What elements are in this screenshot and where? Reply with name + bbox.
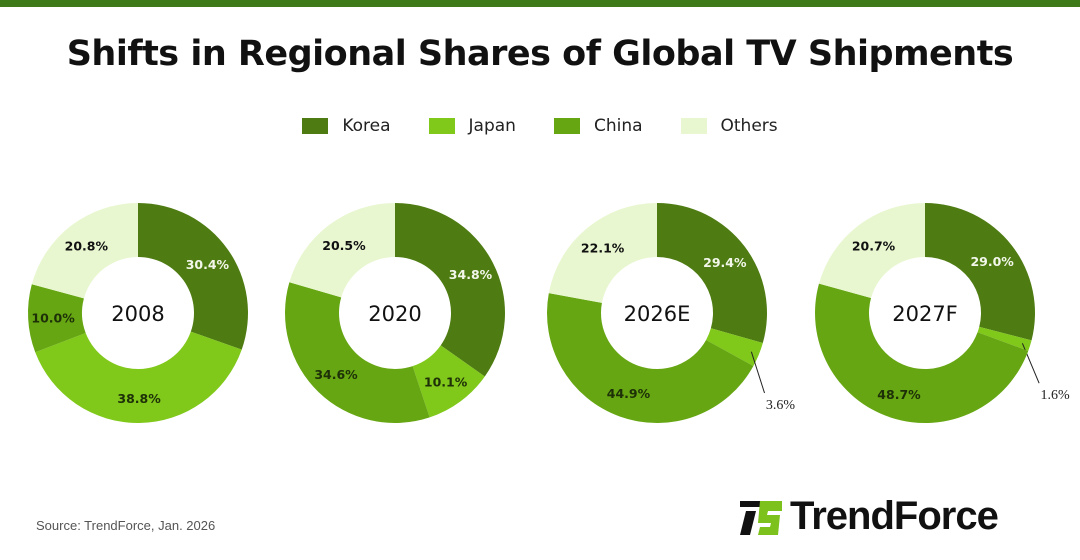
- leader-line: [750, 351, 765, 394]
- slice-korea-2027F: [925, 203, 1036, 341]
- donut-center-label: 2027F: [892, 302, 958, 326]
- legend-swatch: [302, 118, 329, 134]
- slice-japan-2027F: [977, 326, 1032, 351]
- slice-japan-2020: [412, 345, 485, 418]
- donut-center-label: 2026E: [624, 302, 691, 326]
- slice-others-2027F: [818, 203, 925, 299]
- data-label: 20.8%: [65, 239, 109, 254]
- legend-item-korea: Korea: [302, 116, 391, 136]
- legend-label: Others: [720, 116, 778, 136]
- data-label: 48.7%: [877, 387, 921, 402]
- logo-mark-icon: [740, 500, 782, 535]
- slice-korea-2008: [138, 203, 248, 350]
- data-label: 3.6%: [766, 398, 796, 413]
- chart-title: Shifts in Regional Shares of Global TV S…: [66, 34, 1014, 74]
- top-accent-bar: [0, 0, 1080, 7]
- slice-korea-2026E: [657, 203, 767, 344]
- slice-others-2026E: [548, 203, 657, 303]
- data-label: 29.4%: [703, 255, 747, 270]
- slice-china-2008: [27, 284, 86, 353]
- leader-line: [1021, 343, 1040, 384]
- data-label: 1.6%: [1041, 388, 1071, 403]
- legend-label: Korea: [342, 116, 391, 136]
- data-label: 20.7%: [852, 238, 896, 253]
- slice-china-2026E: [547, 293, 754, 423]
- slice-japan-2026E: [706, 328, 763, 366]
- logo-text: TrendForce: [790, 494, 999, 538]
- data-label: 29.0%: [970, 254, 1014, 269]
- data-label: 44.9%: [607, 386, 651, 401]
- legend-label: Japan: [468, 116, 516, 136]
- legend-label: China: [593, 116, 643, 136]
- legend-swatch: [428, 118, 455, 134]
- legend-item-japan: Japan: [428, 116, 516, 136]
- data-label: 20.5%: [322, 238, 366, 253]
- legend: Korea Japan China Others: [0, 116, 1080, 136]
- slice-china-2027F: [814, 283, 1029, 424]
- source-note: Source: TrendForce, Jan. 2026: [36, 518, 216, 533]
- donut-center-label: 2008: [111, 302, 164, 326]
- slice-korea-2020: [395, 203, 505, 377]
- slice-china-2020: [285, 282, 430, 423]
- data-label: 10.1%: [424, 374, 468, 389]
- donut-center-label: 2020: [368, 302, 421, 326]
- data-label: 34.8%: [449, 267, 493, 282]
- trendforce-logo: TrendForce: [738, 494, 999, 539]
- legend-item-china: China: [553, 116, 643, 136]
- data-label: 38.8%: [117, 391, 161, 406]
- data-label: 30.4%: [186, 257, 230, 272]
- legend-swatch: [680, 118, 707, 134]
- slice-others-2020: [289, 203, 395, 298]
- slice-japan-2008: [35, 331, 242, 423]
- data-label: 10.0%: [31, 310, 75, 325]
- data-label: 34.6%: [314, 367, 358, 382]
- data-label: 22.1%: [581, 241, 625, 256]
- slice-others-2008: [31, 202, 138, 299]
- legend-item-others: Others: [680, 116, 778, 136]
- legend-swatch: [553, 118, 580, 134]
